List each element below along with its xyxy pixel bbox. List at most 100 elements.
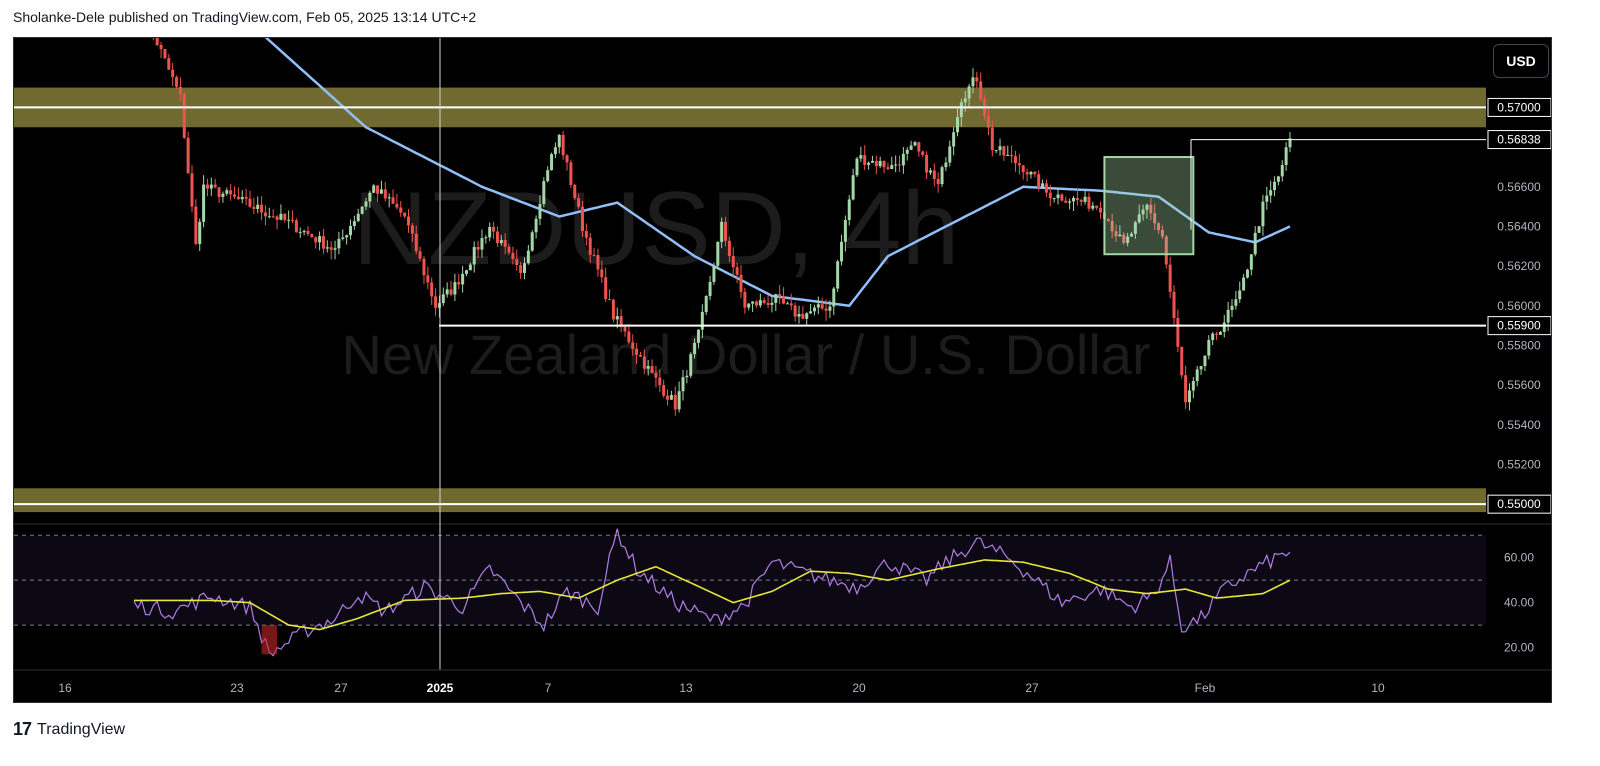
candle (863, 145, 867, 171)
candle (720, 217, 724, 249)
publisher-caption: Sholanke-Dele published on TradingView.c… (13, 9, 477, 25)
price-tick-label: 0.56000 (1497, 299, 1541, 313)
price-tick-label: 0.56200 (1497, 259, 1541, 273)
candle (194, 199, 198, 246)
candle (770, 296, 774, 313)
candle (1164, 234, 1168, 269)
candle (1041, 179, 1045, 189)
time-tick-label: 2025 (427, 681, 454, 695)
candle (611, 298, 615, 323)
candle (437, 295, 441, 318)
candle (445, 282, 449, 298)
candle (391, 189, 395, 204)
candle (1168, 256, 1172, 299)
time-tick-label: 7 (545, 681, 552, 695)
candle (1118, 225, 1122, 237)
candle (480, 229, 484, 258)
candle (956, 108, 960, 137)
candle (1172, 285, 1176, 327)
candle (689, 352, 693, 379)
candle (155, 38, 159, 47)
candle (975, 71, 979, 88)
footer-brand: 17 TradingView (13, 719, 125, 740)
candle (484, 235, 488, 244)
candle (917, 141, 921, 157)
candle (1215, 331, 1219, 341)
candle (426, 266, 430, 290)
candle (167, 54, 171, 70)
price-label-highlight: 0.55900 (1487, 316, 1551, 336)
candle (410, 222, 414, 243)
candle (399, 201, 403, 217)
candle (318, 231, 322, 251)
candle (430, 277, 434, 306)
candle (580, 200, 584, 237)
candle (1153, 203, 1157, 231)
candle (1203, 355, 1207, 372)
candle (627, 323, 631, 345)
box-rect (1103, 156, 1195, 256)
candle (152, 38, 154, 41)
candle (538, 195, 542, 226)
candle (994, 150, 998, 154)
candle (700, 304, 704, 339)
candle (739, 265, 743, 299)
chart-frame[interactable]: NZDUSD, 4h New Zealand Dollar / U.S. Dol… (13, 37, 1552, 703)
candle (368, 190, 372, 208)
candle (998, 138, 1002, 156)
candle (662, 379, 666, 398)
candle (329, 241, 333, 260)
time-tick-label: 27 (334, 681, 348, 695)
candle (944, 157, 948, 172)
price-tick-label: 0.56838 (1497, 133, 1541, 147)
candle (1087, 192, 1091, 212)
candle (747, 303, 751, 311)
candle (824, 299, 828, 321)
candle (967, 83, 971, 108)
candle (696, 329, 700, 349)
candle (1010, 145, 1014, 163)
time-tick-label: 16 (58, 681, 72, 695)
candle (1284, 142, 1288, 171)
candle (1149, 197, 1153, 221)
candle (1211, 332, 1215, 345)
candle (387, 193, 391, 208)
candle (1079, 198, 1083, 207)
candle (287, 210, 291, 229)
supply-demand-zones (14, 87, 1486, 513)
candle (1238, 281, 1242, 303)
candle (159, 41, 163, 59)
candle (1184, 365, 1188, 409)
consolidation-box (1103, 156, 1195, 256)
candle (886, 162, 890, 171)
candle (1207, 335, 1211, 360)
candle (302, 229, 306, 236)
chart-svg[interactable]: NZDUSD, 4h New Zealand Dollar / U.S. Dol… (14, 38, 1552, 703)
candle (716, 241, 720, 270)
candle (352, 215, 356, 230)
candle (205, 178, 209, 197)
price-tick-label: 0.55000 (1497, 497, 1541, 511)
candle (1056, 188, 1060, 205)
candle (925, 151, 929, 180)
candle (178, 77, 182, 101)
currency-button[interactable]: USD (1493, 44, 1549, 78)
candle (921, 150, 925, 158)
candle (511, 246, 515, 265)
candle (1249, 254, 1253, 276)
candle (468, 262, 472, 271)
candle (948, 140, 952, 167)
candle (890, 156, 894, 170)
candle (418, 246, 422, 262)
candle (751, 301, 755, 312)
candle (1068, 198, 1072, 210)
rsi-tick-label: 60.00 (1504, 551, 1534, 565)
candle (1091, 201, 1095, 211)
candle (294, 218, 298, 233)
candle (182, 92, 186, 139)
rsi-band (14, 534, 1486, 626)
candle (395, 193, 399, 210)
candle (209, 177, 213, 196)
zone-1 (14, 488, 1486, 513)
candle (936, 172, 940, 193)
